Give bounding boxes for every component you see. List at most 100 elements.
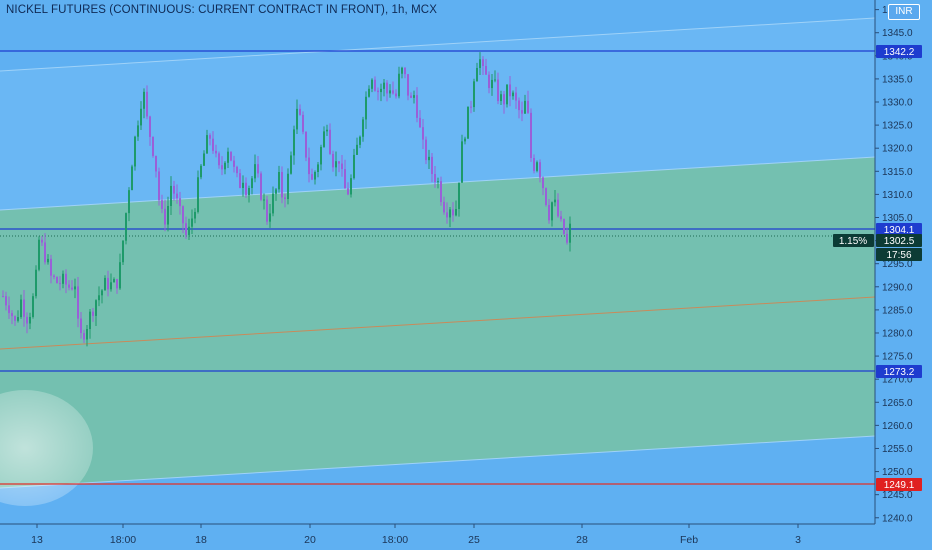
candle-down <box>329 129 331 154</box>
candle-down <box>155 155 157 172</box>
candle-down <box>509 84 511 97</box>
candle-up <box>512 92 514 97</box>
candle-up <box>134 136 136 167</box>
candle-up <box>320 146 322 165</box>
resistance-label-text: 1342.2 <box>884 47 915 58</box>
candle-up <box>125 213 127 241</box>
candle-down <box>185 223 187 235</box>
candle-down <box>80 318 82 334</box>
candle-up <box>326 129 328 132</box>
candle-up <box>491 79 493 89</box>
candle-up <box>356 144 358 155</box>
candle-down <box>302 114 304 132</box>
candle-up <box>449 209 451 218</box>
candle-up <box>272 193 274 214</box>
candle-up <box>476 67 478 82</box>
candle-down <box>488 74 490 89</box>
candle-up <box>140 108 142 126</box>
candle-up <box>251 178 253 189</box>
candle-up <box>296 108 298 130</box>
candle-down <box>434 174 436 183</box>
candle-up <box>398 73 400 97</box>
x-tick-label: 13 <box>31 534 43 546</box>
y-tick-label: 1285.0 <box>882 305 913 316</box>
y-tick-label: 1280.0 <box>882 328 913 339</box>
candle-down <box>149 116 151 137</box>
candle-down <box>8 305 10 314</box>
candle-up <box>89 311 91 330</box>
candle-down <box>410 95 412 98</box>
candle-up <box>206 135 208 154</box>
candle-up <box>383 82 385 89</box>
candle-up <box>32 296 34 317</box>
candle-up <box>317 164 319 172</box>
y-tick-label: 1265.0 <box>882 398 913 409</box>
candle-up <box>98 295 100 301</box>
candle-down <box>152 136 154 156</box>
candle-up <box>437 181 439 183</box>
candle-down <box>164 208 166 225</box>
candle-down <box>515 92 517 101</box>
candle-down <box>374 79 376 91</box>
candle-down <box>407 74 409 96</box>
candle-up <box>293 129 295 156</box>
y-tick-label: 1250.0 <box>882 467 913 478</box>
candle-up <box>128 190 130 214</box>
candle-down <box>344 169 346 189</box>
candle-down <box>377 90 379 93</box>
candle-down <box>431 156 433 175</box>
x-tick-label: 18:00 <box>110 534 136 546</box>
candle-down <box>338 161 340 164</box>
candle-up <box>188 226 190 235</box>
candle-up <box>371 79 373 89</box>
candle-down <box>485 65 487 75</box>
candle-down <box>503 94 505 105</box>
candle-down <box>146 91 148 117</box>
candle-down <box>521 110 523 114</box>
candle-up <box>122 240 124 263</box>
candle-down <box>209 135 211 139</box>
candle-up <box>275 189 277 194</box>
candle-up <box>389 90 391 94</box>
candle-up <box>269 213 271 222</box>
candle-up <box>131 166 133 191</box>
candle-down <box>179 198 181 207</box>
candle-down <box>173 185 175 194</box>
candle-up <box>428 156 430 161</box>
countdown-text: 17:56 <box>886 250 911 261</box>
candle-down <box>260 173 262 200</box>
y-tick-label: 1270.0 <box>882 375 913 386</box>
candle-down <box>482 59 484 66</box>
currency-button[interactable]: INR <box>888 4 920 20</box>
candle-up <box>38 239 40 270</box>
x-tick-label: 18 <box>195 534 207 546</box>
candle-down <box>5 296 7 306</box>
candle-up <box>569 223 571 243</box>
y-tick-label: 1245.0 <box>882 490 913 501</box>
y-tick-label: 1275.0 <box>882 352 913 363</box>
candle-up <box>197 177 199 212</box>
channel-bottom-line <box>0 435 876 489</box>
candle-down <box>497 79 499 102</box>
candle-down <box>83 333 85 340</box>
candle-up <box>461 141 463 183</box>
y-tick-label: 1330.0 <box>882 98 913 109</box>
candle-up <box>35 269 37 297</box>
candle-up <box>101 290 103 296</box>
x-tick-label: 18:00 <box>382 534 408 546</box>
candle-down <box>395 93 397 97</box>
current-level-label: 1304.1 <box>876 223 922 236</box>
candle-down <box>545 188 547 205</box>
candle-up <box>350 178 352 195</box>
x-tick-label: 25 <box>468 534 480 546</box>
candle-down <box>422 127 424 140</box>
candle-down <box>14 316 16 321</box>
candle-down <box>560 216 562 220</box>
candle-down <box>239 173 241 188</box>
candle-up <box>362 119 364 137</box>
y-tick-label: 1310.0 <box>882 190 913 201</box>
candle-up <box>170 185 172 206</box>
candle-up <box>479 59 481 68</box>
